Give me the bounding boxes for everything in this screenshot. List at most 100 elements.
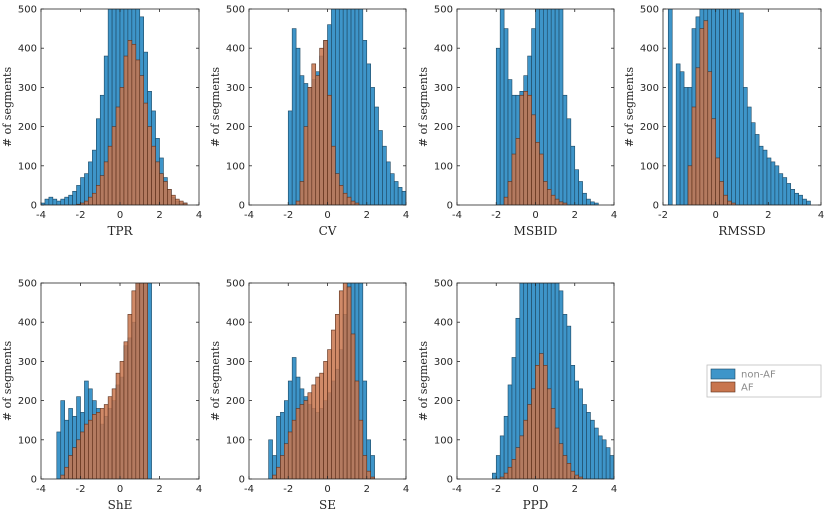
- nonaf-bar: [358, 9, 364, 205]
- nonaf-bar: [675, 63, 681, 205]
- y-tick-label: 500: [18, 279, 37, 290]
- af-bar: [550, 194, 556, 205]
- y-axis-label: # of segments: [1, 341, 14, 422]
- af-bar: [370, 476, 375, 479]
- x-tick-label: -4: [244, 210, 254, 221]
- y-tick-label: 0: [447, 201, 453, 212]
- af-bar: [550, 408, 556, 479]
- af-bar: [519, 94, 525, 205]
- nonaf-bar: [578, 181, 583, 205]
- nonaf-bar: [378, 130, 383, 205]
- y-axis-label: # of segments: [1, 67, 14, 148]
- af-bar: [303, 126, 309, 205]
- y-tick-label: 400: [226, 44, 245, 55]
- x-tick-label: 2: [572, 484, 578, 495]
- y-tick-label: 200: [18, 396, 37, 407]
- nonaf-bar: [613, 461, 614, 479]
- af-bar: [287, 431, 293, 479]
- nonaf-bar: [414, 199, 418, 205]
- nonaf-bar: [503, 28, 509, 205]
- nonaf-bar: [743, 87, 748, 205]
- nonaf-bar: [754, 134, 760, 205]
- af-bar: [123, 55, 129, 205]
- af-bar: [99, 175, 105, 205]
- nonaf-bar: [370, 87, 375, 205]
- x-axis-label: PPD: [523, 498, 549, 512]
- nonaf-bar: [422, 201, 426, 205]
- af-bar: [276, 466, 281, 479]
- af-bar: [72, 447, 77, 479]
- af-bar: [96, 185, 101, 205]
- af-bar: [103, 161, 109, 205]
- x-axis-label: ShE: [108, 498, 133, 512]
- af-bar: [531, 114, 536, 205]
- panel-se: -4 -2 0 2 4 0 100 200 300 400 500 SE # of segments: [209, 279, 409, 513]
- legend-swatch: [710, 368, 736, 380]
- nonaf-bar: [147, 283, 152, 479]
- af-bar: [307, 87, 313, 205]
- nonaf-bar: [374, 106, 379, 205]
- af-bar: [151, 145, 156, 205]
- panel-ppd: -4 -2 0 2 4 0 100 200 300 400 500 PPD # of segments: [417, 279, 622, 513]
- y-tick-label: 500: [226, 5, 245, 16]
- y-tick-label: 300: [18, 357, 37, 368]
- af-bar: [303, 400, 309, 479]
- nonaf-bar: [60, 198, 66, 205]
- nonaf-bar: [594, 427, 599, 479]
- af-bar: [68, 455, 73, 479]
- af-bar: [562, 455, 568, 479]
- x-tick-label: -2: [283, 210, 293, 221]
- af-bar: [543, 365, 548, 479]
- x-axis-label: SE: [319, 498, 336, 512]
- legend-label: AF: [741, 383, 754, 394]
- legend-label: non-AF: [741, 370, 776, 381]
- af-bar: [527, 404, 532, 479]
- bars: [492, 283, 622, 479]
- af-bar: [119, 87, 125, 205]
- x-tick-label: 2: [765, 210, 771, 221]
- af-bar: [291, 419, 297, 479]
- nonaf-bar: [618, 467, 622, 479]
- af-bar: [543, 181, 548, 205]
- nonaf-bar: [410, 197, 414, 205]
- af-bar: [171, 194, 176, 205]
- nonaf-bar: [389, 173, 395, 205]
- nonaf-bar: [586, 198, 591, 205]
- x-tick-label: 2: [572, 210, 578, 221]
- af-bar: [574, 474, 579, 479]
- nonaf-bar: [566, 118, 572, 205]
- y-tick-label: 200: [18, 122, 37, 133]
- af-bar: [299, 404, 305, 479]
- x-tick-label: 4: [196, 210, 202, 221]
- nonaf-bar: [393, 181, 399, 205]
- nonaf-bar: [762, 149, 768, 205]
- af-bar: [523, 91, 528, 205]
- af-bar: [338, 185, 344, 205]
- af-bar: [64, 466, 69, 479]
- af-bar: [350, 333, 356, 479]
- nonaf-bar: [546, 9, 552, 205]
- nonaf-bar: [350, 9, 356, 205]
- y-tick-label: 100: [18, 435, 37, 446]
- y-tick-label: 100: [640, 161, 659, 172]
- y-tick-label: 400: [640, 44, 659, 55]
- nonaf-bar: [679, 71, 685, 205]
- af-bar: [315, 75, 320, 205]
- bars: [667, 9, 811, 205]
- af-bar: [131, 290, 137, 479]
- nonaf-bar: [778, 173, 784, 205]
- panel-cv: -4 -2 0 2 4 0 100 200 300 400 500 CV # of segments: [209, 5, 426, 239]
- af-bar: [354, 380, 360, 479]
- af-bar: [88, 419, 93, 479]
- y-tick-label: 400: [18, 318, 37, 329]
- nonaf-bar: [570, 365, 576, 479]
- af-bar: [127, 314, 133, 479]
- nonaf-bar: [719, 9, 724, 205]
- x-tick-label: 4: [611, 484, 617, 495]
- af-bar: [535, 365, 540, 479]
- nonaf-bar: [750, 122, 756, 205]
- y-tick-label: 300: [226, 357, 245, 368]
- bars: [495, 9, 599, 205]
- nonaf-bar: [76, 185, 81, 205]
- af-bar: [578, 476, 583, 479]
